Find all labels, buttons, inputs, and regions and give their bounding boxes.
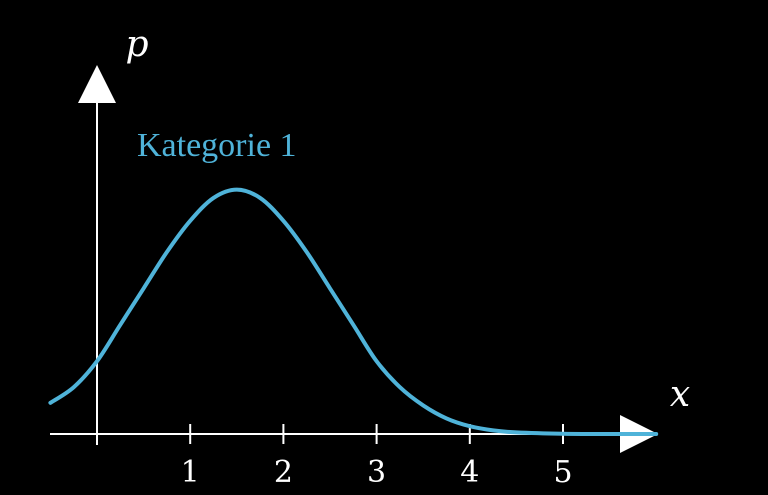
- series-label-kategorie-1: Kategorie 1: [137, 127, 297, 164]
- x-tick-label-4: 4: [460, 455, 479, 490]
- x-tick-label-5: 5: [553, 455, 572, 490]
- x-tick-label-1: 1: [181, 455, 200, 490]
- y-axis-arrowhead: [78, 65, 116, 103]
- x-axis-label: x: [670, 374, 690, 415]
- series-line-kategorie-1: [48, 187, 659, 436]
- x-tick-label-3: 3: [367, 455, 386, 490]
- x-ticks: 1 2 3 4 5: [181, 424, 573, 490]
- y-axis-label: p: [125, 24, 148, 65]
- x-tick-label-2: 2: [274, 455, 293, 490]
